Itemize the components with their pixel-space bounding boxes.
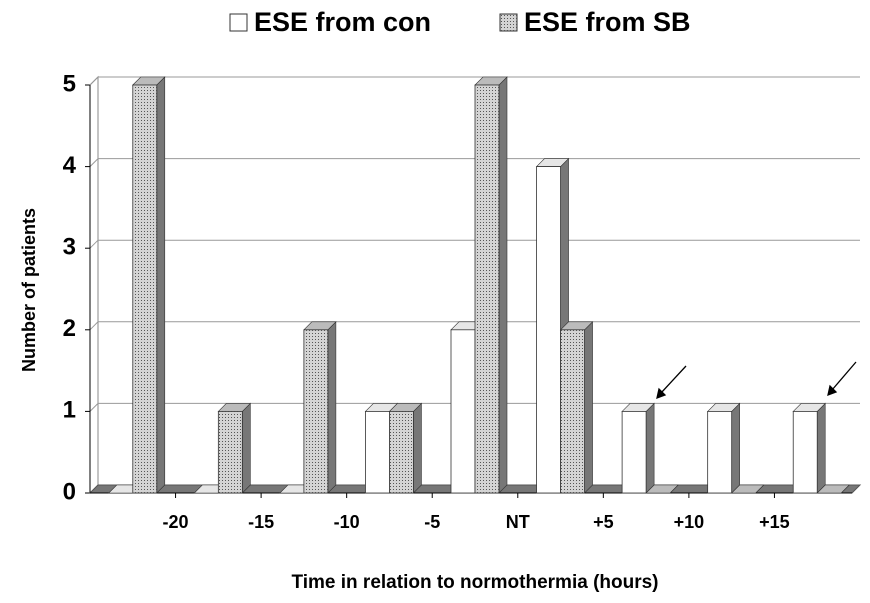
grid-line [89,321,860,331]
bar [536,166,561,494]
bar-top [645,484,679,494]
back-wall [89,75,99,495]
bar-texture [303,329,328,493]
x-tick-label: -15 [248,512,274,532]
bar-side [413,402,422,494]
grid-line [89,158,860,167]
bar-texture [389,411,414,493]
bar-texture [475,85,499,493]
x-tick-label: -5 [424,512,440,532]
bar-side [156,76,166,494]
bar-side [242,402,251,494]
y-tick-label: 1 [63,397,76,424]
y-tick-label: 3 [63,234,76,261]
grid-line [89,239,860,249]
y-tick-label: 4 [63,152,77,179]
x-tick-label: -20 [163,512,189,532]
x-tick-label: +10 [674,512,705,532]
bar-top [816,484,850,494]
legend-label: ESE from SB [524,7,691,37]
legend-texture [500,14,517,31]
y-axis-title: Number of patients [19,208,39,372]
legend-label: ESE from con [254,7,431,37]
bar [792,410,818,494]
bar-side [584,321,593,494]
bar-side [816,402,826,494]
x-tick-label: +5 [593,512,614,532]
bar-texture [560,329,585,493]
x-tick-label: NT [506,512,530,532]
y-tick-label: 2 [63,315,76,342]
bar-side [498,76,508,494]
grid-line [89,76,860,86]
bar-top [730,484,765,494]
bar-side [327,321,337,494]
bar [365,410,390,494]
y-tick-label: 0 [63,478,76,505]
bar-side [645,402,655,494]
x-tick-label: -10 [334,512,360,532]
bar-texture [218,411,243,493]
y-tick-label: 5 [63,70,76,97]
bar [450,329,476,494]
x-axis-title: Time in relation to normothermia (hours) [291,572,658,593]
bar-texture [132,85,157,493]
x-tick-label: +15 [759,512,790,532]
annotation-arrows [656,361,857,400]
grid-line [89,402,860,412]
bar-side [731,402,740,494]
bar [707,410,733,494]
bar [621,410,647,494]
legend-swatch [229,13,248,32]
